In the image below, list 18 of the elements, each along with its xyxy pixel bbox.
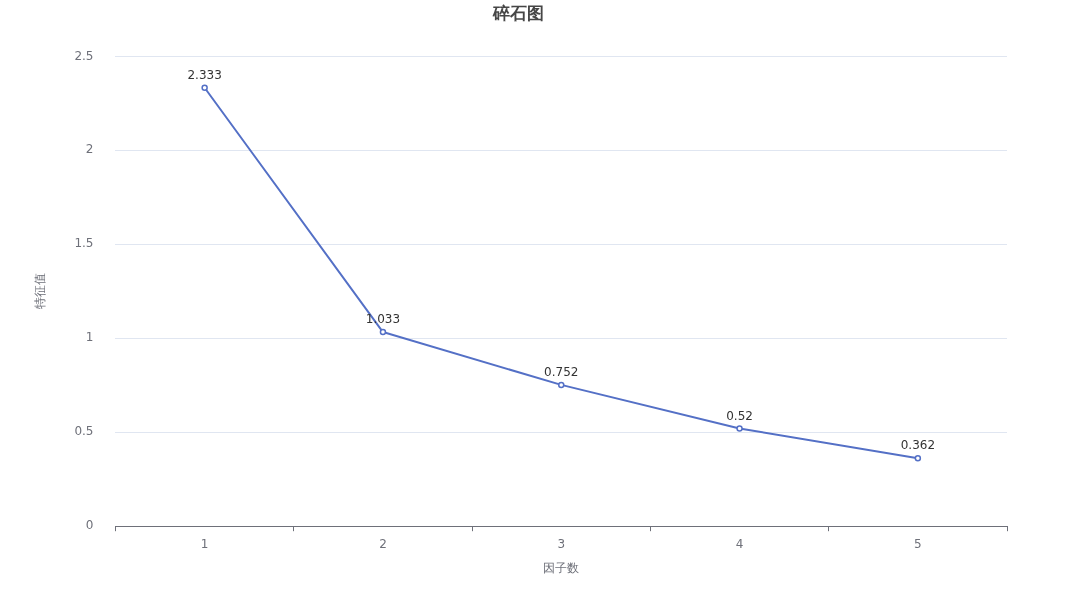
x-tick-label: 5 <box>914 536 922 551</box>
y-tick-label: 2.5 <box>74 48 94 63</box>
x-tick-label: 3 <box>557 536 566 551</box>
x-axis-title: 因子数 <box>543 560 580 575</box>
data-label: 0.52 <box>726 408 753 423</box>
y-axis-title: 特征值 <box>33 273 48 310</box>
y-tick-label: 1 <box>85 330 94 345</box>
y-tick-label: 0 <box>85 518 94 533</box>
data-label: 0.362 <box>900 438 936 453</box>
x-tick-label: 2 <box>379 536 387 551</box>
y-tick-label: 0.5 <box>74 424 94 439</box>
y-tick-label: 2 <box>85 142 94 157</box>
x-tick-label: 4 <box>735 536 744 551</box>
data-label: 0.752 <box>544 365 579 380</box>
data-label: 2.333 <box>187 67 222 82</box>
y-tick-label: 1.5 <box>74 236 94 251</box>
chart-title: 碎石图 <box>492 2 544 23</box>
x-tick-label: 1 <box>200 536 209 551</box>
